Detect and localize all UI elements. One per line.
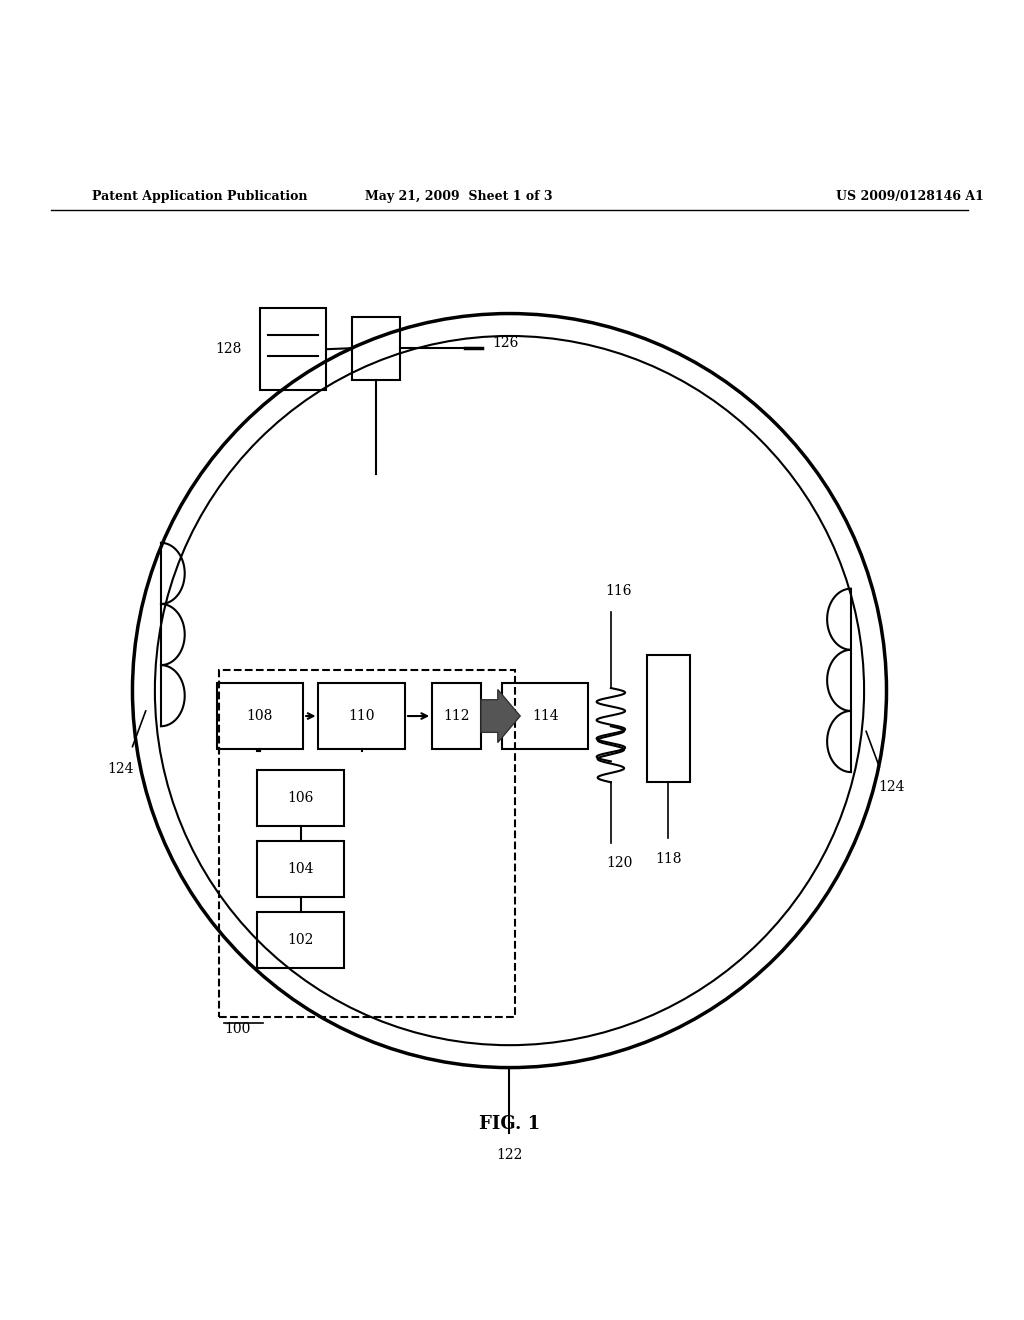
Text: 112: 112 bbox=[443, 709, 470, 723]
Text: May 21, 2009  Sheet 1 of 3: May 21, 2009 Sheet 1 of 3 bbox=[365, 190, 552, 203]
Text: 124: 124 bbox=[879, 780, 905, 795]
Text: 108: 108 bbox=[247, 709, 273, 723]
Text: Patent Application Publication: Patent Application Publication bbox=[92, 190, 307, 203]
Text: 126: 126 bbox=[493, 337, 518, 350]
Text: FIG. 1: FIG. 1 bbox=[479, 1114, 540, 1133]
Text: 106: 106 bbox=[288, 791, 313, 805]
Text: 100: 100 bbox=[224, 1022, 251, 1036]
Text: 116: 116 bbox=[606, 585, 632, 598]
Text: 118: 118 bbox=[655, 851, 682, 866]
Text: 114: 114 bbox=[531, 709, 558, 723]
Text: 124: 124 bbox=[106, 762, 133, 776]
Text: 110: 110 bbox=[348, 709, 375, 723]
Text: 128: 128 bbox=[215, 342, 242, 356]
Text: 102: 102 bbox=[288, 933, 313, 948]
Text: US 2009/0128146 A1: US 2009/0128146 A1 bbox=[836, 190, 983, 203]
Text: 120: 120 bbox=[606, 855, 632, 870]
Text: 104: 104 bbox=[288, 862, 313, 876]
FancyArrow shape bbox=[481, 689, 520, 743]
Text: 122: 122 bbox=[497, 1148, 522, 1162]
